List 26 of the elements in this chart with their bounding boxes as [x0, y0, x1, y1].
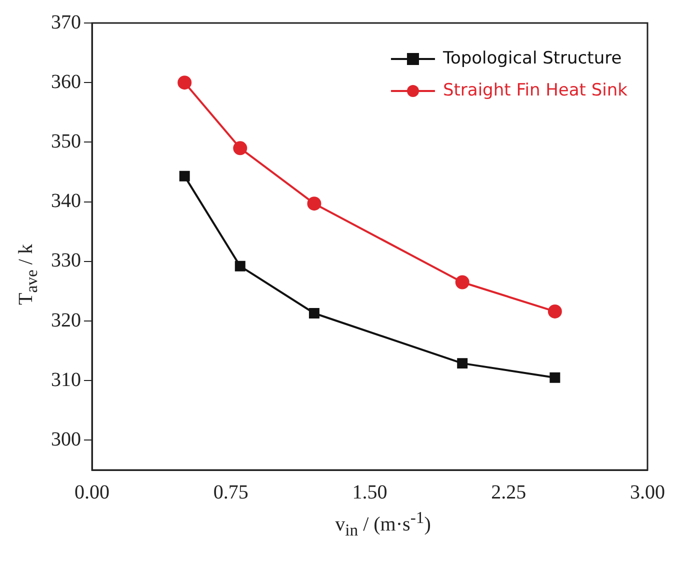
y-tick-label: 360 [51, 70, 81, 93]
point [550, 372, 560, 383]
point [178, 76, 192, 90]
y-tick-label: 350 [51, 130, 81, 152]
x-tick-label: 3.00 [630, 481, 665, 504]
point [234, 260, 246, 272]
point [455, 275, 470, 290]
y-tick-label: 300 [51, 428, 81, 450]
x-tick-label: 1.50 [352, 481, 388, 504]
x-tick-label: 0.75 [213, 481, 248, 504]
point [233, 141, 248, 156]
point [308, 308, 320, 318]
y-tick-label: 320 [51, 309, 81, 332]
y-tick-label: 340 [51, 190, 81, 212]
y-tick-label: 370 [51, 11, 81, 34]
point [548, 304, 562, 318]
legend-label: Straight Fin Heat Sink [442, 80, 628, 100]
x-axis-title: v$_{in}$ / (m·s$^{-1}$) [334, 508, 432, 541]
x-tick-label: 2.25 [491, 481, 526, 504]
x-tick-label: 0.00 [74, 481, 110, 504]
point [179, 170, 190, 182]
point [307, 196, 322, 211]
y-tick-label: 310 [51, 368, 81, 391]
point [457, 358, 468, 369]
y-tick-label: 330 [51, 250, 81, 272]
legend-label: Topological Structure [442, 48, 622, 68]
